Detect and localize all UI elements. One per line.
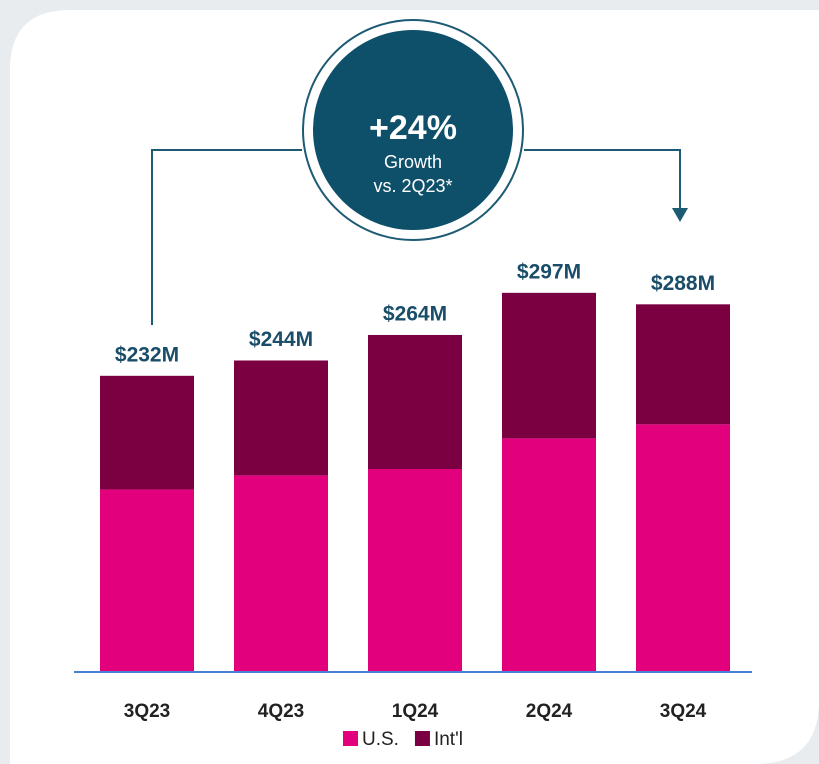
badge-headline: +24%	[369, 109, 457, 147]
bar-segment	[502, 438, 596, 672]
bar-segment	[368, 334, 462, 470]
total-label: $232M	[115, 343, 179, 366]
bar-segment	[234, 475, 328, 672]
badge	[313, 30, 513, 230]
x-tick-label: 1Q24	[392, 701, 439, 722]
total-label: $264M	[383, 303, 447, 326]
connector	[524, 149, 681, 210]
connector	[151, 149, 302, 325]
legend-swatch	[414, 731, 430, 746]
bar-segment	[368, 469, 462, 672]
total-label: $288M	[651, 272, 715, 295]
total-label: $297M	[517, 260, 581, 283]
bar-segment	[234, 360, 328, 476]
x-tick-label: 3Q24	[660, 701, 707, 722]
arrow-head	[672, 208, 688, 222]
badge-text: Growth	[384, 152, 442, 172]
bar-segment	[502, 292, 596, 439]
badge-text: vs. 2Q23*	[373, 176, 452, 196]
legend-label: Int'l	[434, 729, 463, 750]
total-label: $244M	[249, 328, 313, 351]
bar-segment	[100, 489, 194, 672]
x-tick-label: 3Q23	[124, 701, 170, 722]
bar-segment	[636, 304, 730, 425]
x-tick-label: 4Q23	[258, 701, 304, 722]
legend-swatch	[343, 731, 358, 746]
bar-segment	[636, 424, 730, 672]
legend-label: U.S.	[362, 729, 399, 750]
x-tick-label: 2Q24	[526, 701, 573, 722]
bar-segment	[100, 375, 194, 490]
